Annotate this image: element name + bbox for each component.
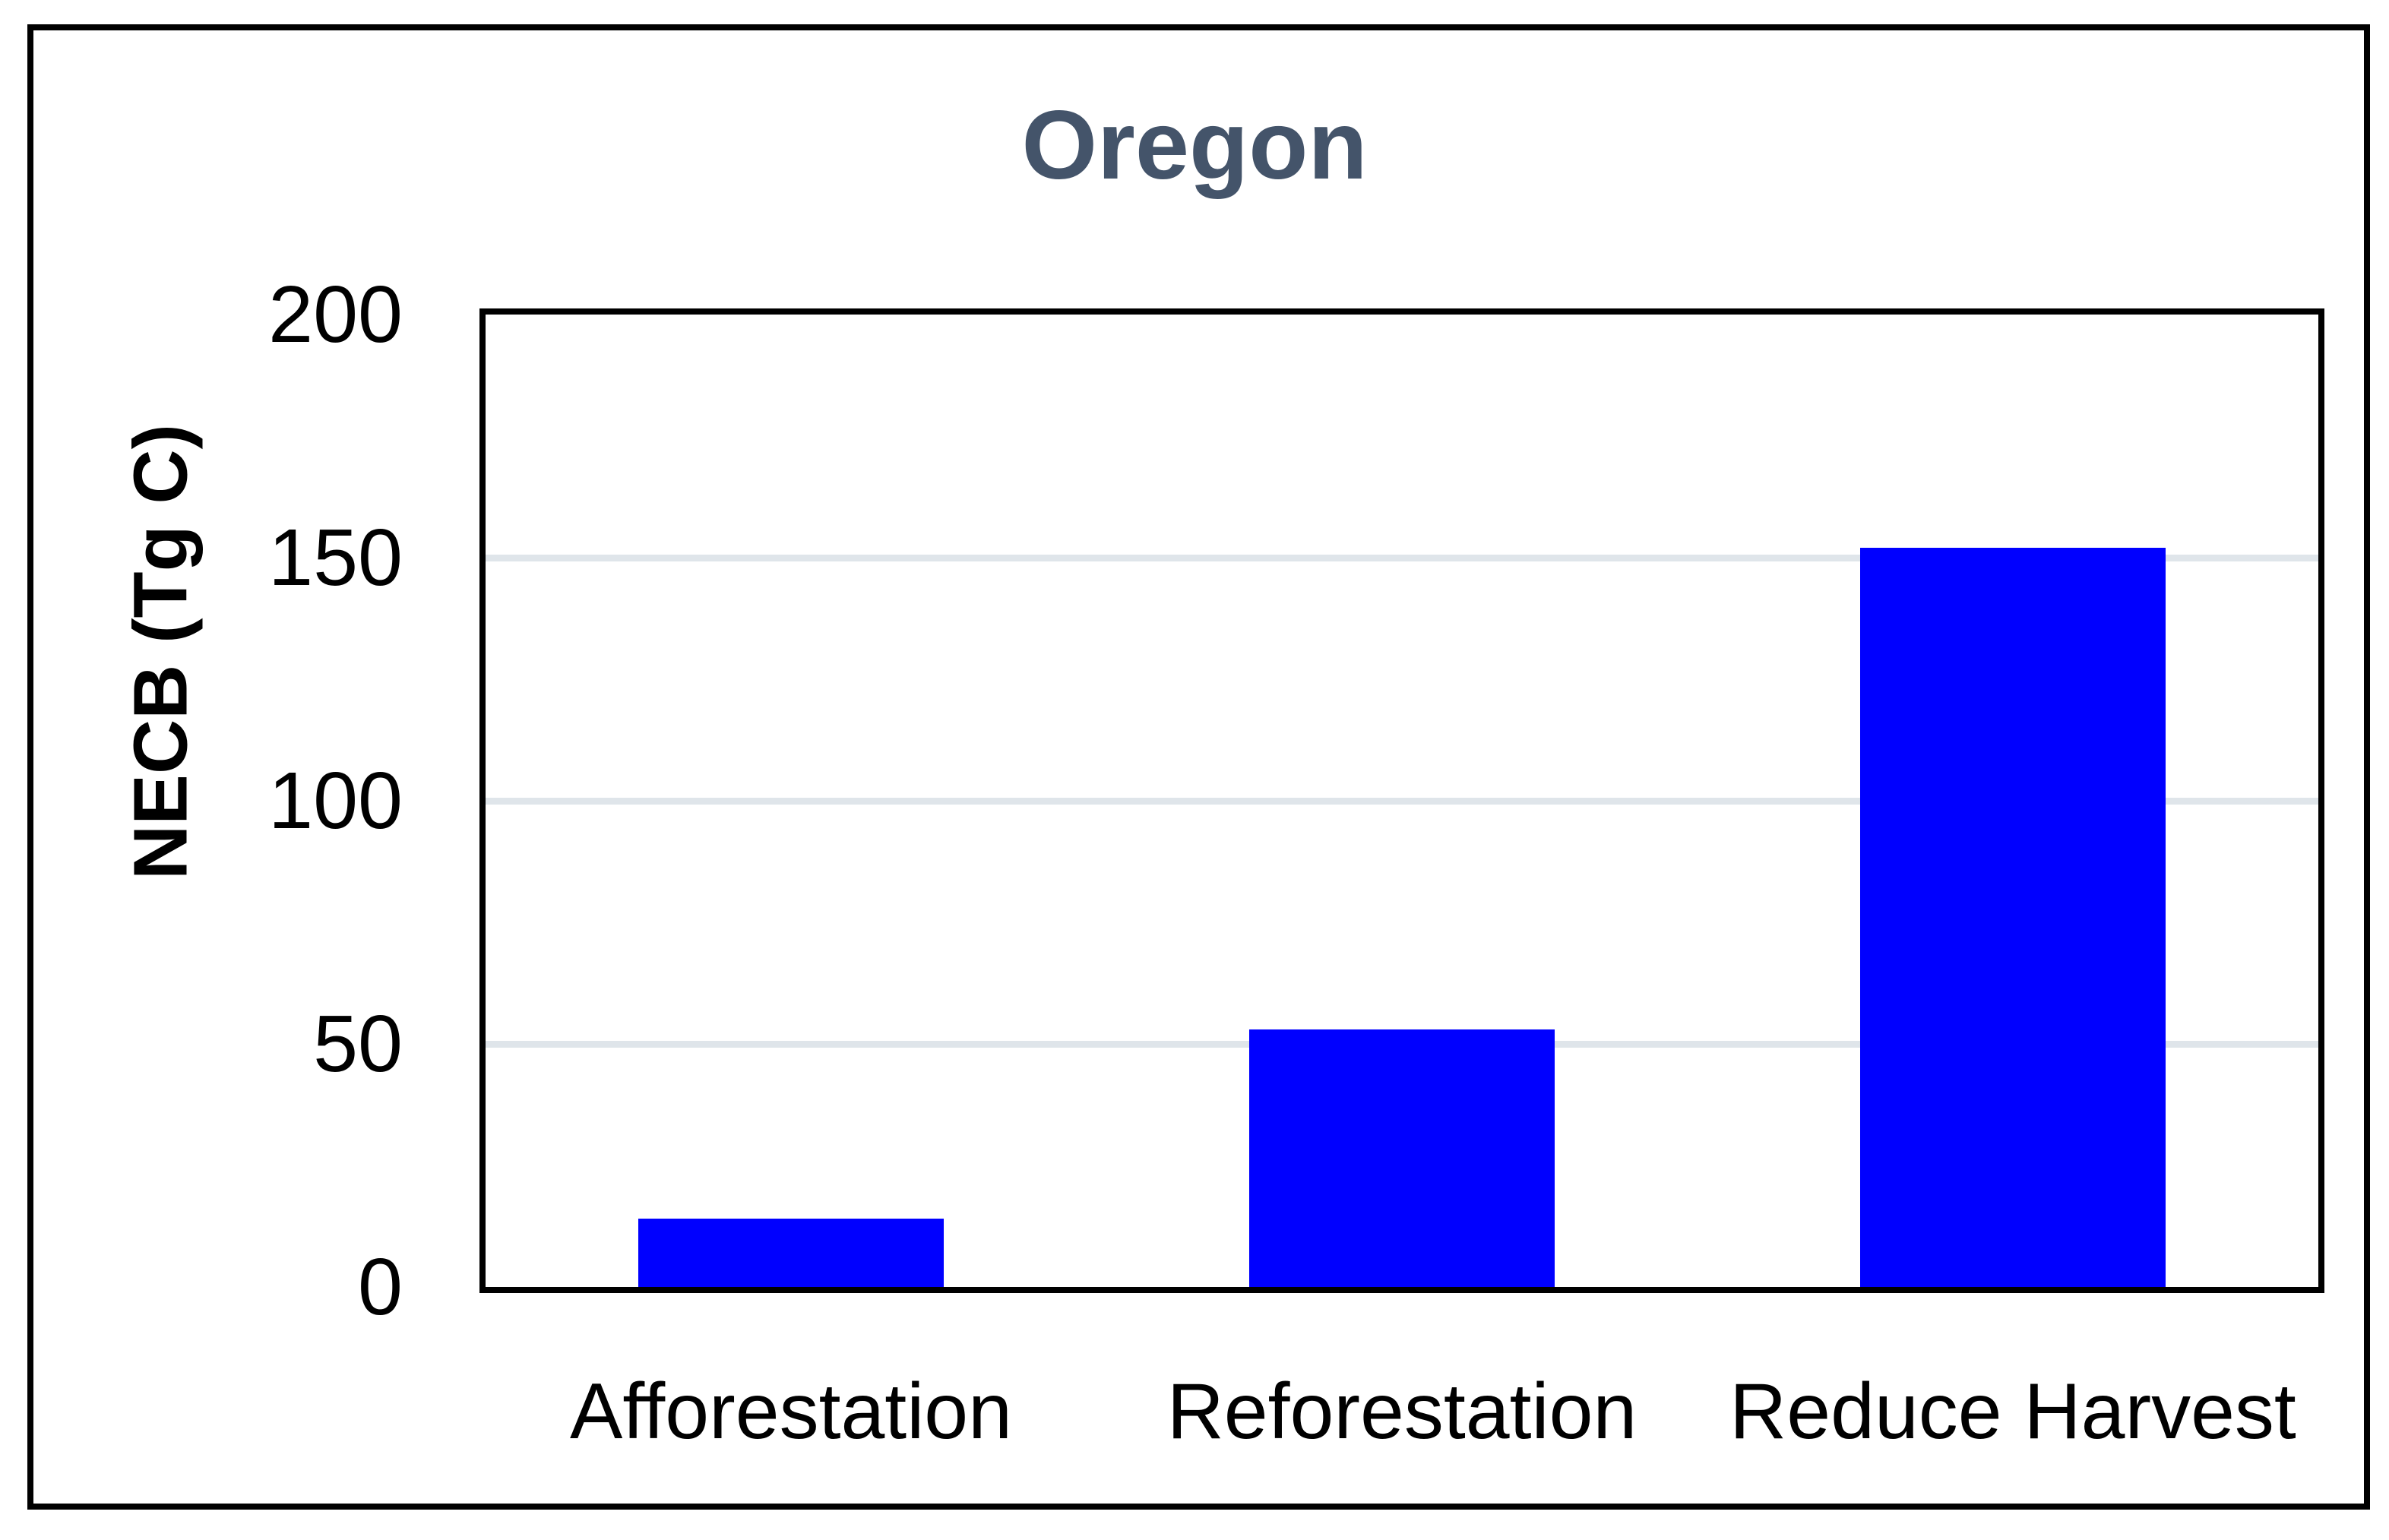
bar-reduce-harvest	[1860, 548, 2166, 1287]
y-tick-label: 0	[358, 1242, 403, 1332]
y-tick-label: 100	[268, 756, 403, 846]
bar-afforestation	[638, 1219, 944, 1287]
gridline	[486, 555, 2318, 561]
gridline	[486, 798, 2318, 805]
bar-reforestation	[1249, 1029, 1555, 1287]
y-tick-label: 50	[313, 999, 403, 1089]
y-tick-label: 200	[268, 270, 403, 359]
chart-title: Oregon	[1021, 91, 1368, 200]
x-category-label: Reduce Harvest	[1729, 1368, 2296, 1456]
x-category-label: Afforestation	[569, 1368, 1012, 1456]
y-tick-label: 150	[268, 513, 403, 602]
x-category-label: Reforestation	[1166, 1368, 1637, 1456]
figure-border	[27, 24, 2370, 1510]
plot-area	[479, 308, 2324, 1293]
